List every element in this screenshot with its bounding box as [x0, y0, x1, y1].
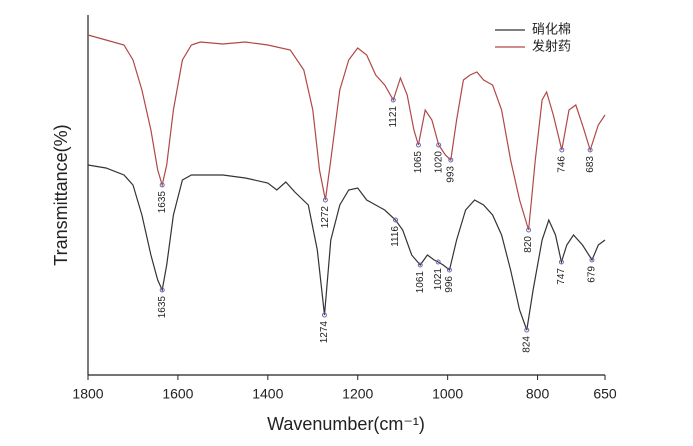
peak-marker — [390, 97, 396, 103]
x-tick-label: 1800 — [72, 386, 103, 402]
peak-marker — [321, 312, 327, 318]
peak-label: 993 — [445, 166, 456, 183]
x-axis-title: Wavenumber(cm⁻¹) — [267, 414, 425, 434]
peak-label: 747 — [556, 268, 567, 285]
peak-label: 824 — [521, 336, 532, 353]
peak-label: 1635 — [157, 191, 168, 214]
peak-label: 996 — [444, 276, 455, 293]
peak-marker — [435, 259, 441, 265]
y-axis-title: Transmittance(%) — [51, 124, 71, 265]
peak-label: 1020 — [433, 151, 444, 174]
x-tick-label: 1200 — [342, 386, 373, 402]
peak-marker — [559, 147, 565, 153]
peak-marker — [393, 217, 399, 223]
peak-label: 1065 — [413, 151, 424, 174]
peak-label: 820 — [523, 236, 534, 253]
peak-marker — [524, 327, 530, 333]
peak-marker — [436, 142, 442, 148]
peak-label: 1021 — [433, 268, 444, 291]
peak-marker — [448, 157, 454, 163]
x-tick-label: 650 — [593, 386, 617, 402]
peak-marker — [322, 197, 328, 203]
peak-marker — [415, 142, 421, 148]
peak-label: 1121 — [388, 106, 399, 128]
peak-marker — [558, 259, 564, 265]
peak-label: 679 — [587, 266, 598, 283]
peak-marker — [589, 257, 595, 263]
peak-label: 1061 — [415, 271, 426, 294]
x-tick-label: 1400 — [252, 386, 283, 402]
x-tick-label: 1000 — [432, 386, 463, 402]
spectrum-line — [87, 164, 606, 331]
peak-marker — [417, 262, 423, 268]
peak-label: 1274 — [319, 321, 330, 344]
peak-label: 1116 — [390, 226, 401, 247]
peak-label: 1635 — [157, 296, 168, 319]
x-tick-label: 1600 — [162, 386, 193, 402]
peak-marker — [159, 287, 165, 293]
peak-label: 683 — [585, 156, 596, 173]
peak-marker — [526, 227, 532, 233]
peak-marker — [159, 182, 165, 188]
legend-label: 发射药 — [532, 38, 571, 53]
legend-label: 硝化棉 — [532, 21, 571, 36]
peak-marker — [446, 267, 452, 273]
spectrum-line — [87, 34, 606, 231]
x-tick-label: 800 — [526, 386, 550, 402]
peak-label: 1272 — [320, 206, 331, 229]
peak-label: 746 — [556, 156, 567, 173]
peak-marker — [587, 147, 593, 153]
